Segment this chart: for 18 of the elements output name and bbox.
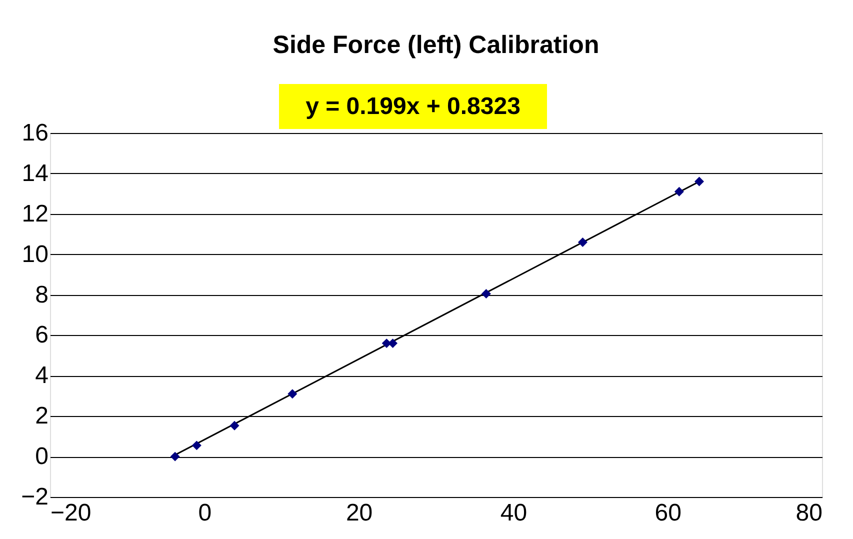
y-tick-label: 16: [22, 120, 48, 146]
y-tick-label: 14: [22, 160, 48, 187]
x-tick-label: 40: [500, 500, 528, 526]
y-tick-label: −2: [21, 484, 48, 510]
y-tick-label: 12: [22, 200, 48, 228]
y-tick-label: 8: [35, 281, 48, 308]
x-tick-label: 80: [796, 500, 822, 526]
x-tick-label: 20: [346, 500, 373, 526]
chart-title: Side Force (left) Calibration: [272, 31, 600, 59]
text: y = 0.199x + 0.8323: [306, 93, 520, 120]
x-tick-label: 0: [198, 500, 212, 526]
y-tick-label: 2: [35, 402, 48, 430]
y-tick-label: 10: [22, 240, 48, 268]
y-tick-label: 4: [35, 362, 48, 390]
x-tick-label: −20: [50, 500, 92, 526]
y-tick-label: 6: [35, 322, 48, 349]
y-tick-label: 0: [35, 443, 48, 470]
x-tick-label: 60: [654, 500, 682, 526]
